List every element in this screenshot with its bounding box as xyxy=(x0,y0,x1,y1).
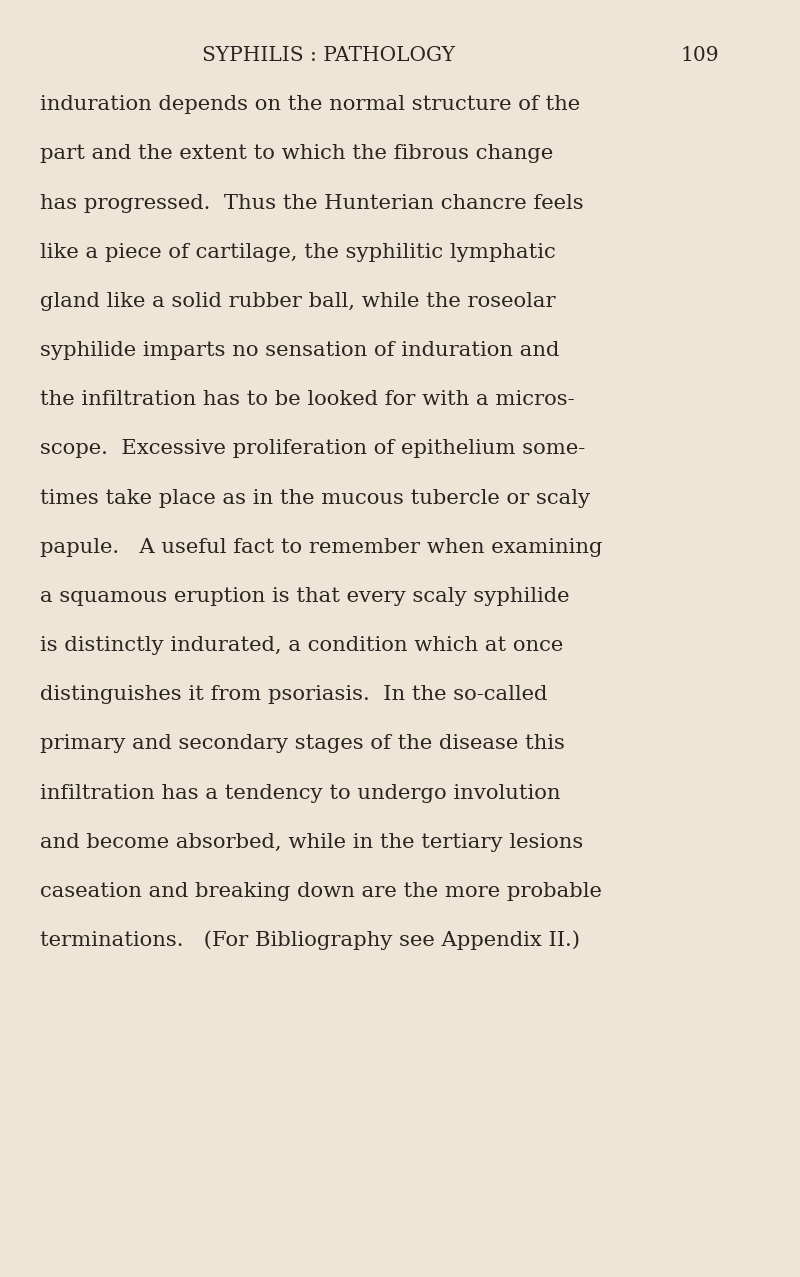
Text: terminations.   (For Bibliography see Appendix II.): terminations. (For Bibliography see Appe… xyxy=(40,931,580,950)
Text: papule.   A useful fact to remember when examining: papule. A useful fact to remember when e… xyxy=(40,538,602,557)
Text: infiltration has a tendency to undergo involution: infiltration has a tendency to undergo i… xyxy=(40,784,561,802)
Text: part and the extent to which the fibrous change: part and the extent to which the fibrous… xyxy=(40,144,554,163)
Text: induration depends on the normal structure of the: induration depends on the normal structu… xyxy=(40,96,580,114)
Text: gland like a solid rubber ball, while the roseolar: gland like a solid rubber ball, while th… xyxy=(40,292,556,310)
Text: scope.  Excessive proliferation of epithelium some-: scope. Excessive proliferation of epithe… xyxy=(40,439,586,458)
Text: is distinctly indurated, a condition which at once: is distinctly indurated, a condition whi… xyxy=(40,636,563,655)
Text: has progressed.  Thus the Hunterian chancre feels: has progressed. Thus the Hunterian chanc… xyxy=(40,194,584,212)
Text: caseation and breaking down are the more probable: caseation and breaking down are the more… xyxy=(40,882,602,900)
Text: times take place as in the mucous tubercle or scaly: times take place as in the mucous tuberc… xyxy=(40,489,590,507)
Text: primary and secondary stages of the disease this: primary and secondary stages of the dise… xyxy=(40,734,565,753)
Text: distinguishes it from psoriasis.  In the so-called: distinguishes it from psoriasis. In the … xyxy=(40,686,547,704)
Text: the infiltration has to be looked for with a micros-: the infiltration has to be looked for wi… xyxy=(40,391,574,409)
Text: a squamous eruption is that every scaly syphilide: a squamous eruption is that every scaly … xyxy=(40,587,570,605)
Text: and become absorbed, while in the tertiary lesions: and become absorbed, while in the tertia… xyxy=(40,833,583,852)
Text: like a piece of cartilage, the syphilitic lymphatic: like a piece of cartilage, the syphiliti… xyxy=(40,243,556,262)
Text: SYPHILIS : PATHOLOGY: SYPHILIS : PATHOLOGY xyxy=(202,46,454,65)
Text: 109: 109 xyxy=(681,46,719,65)
Text: syphilide imparts no sensation of induration and: syphilide imparts no sensation of indura… xyxy=(40,341,559,360)
